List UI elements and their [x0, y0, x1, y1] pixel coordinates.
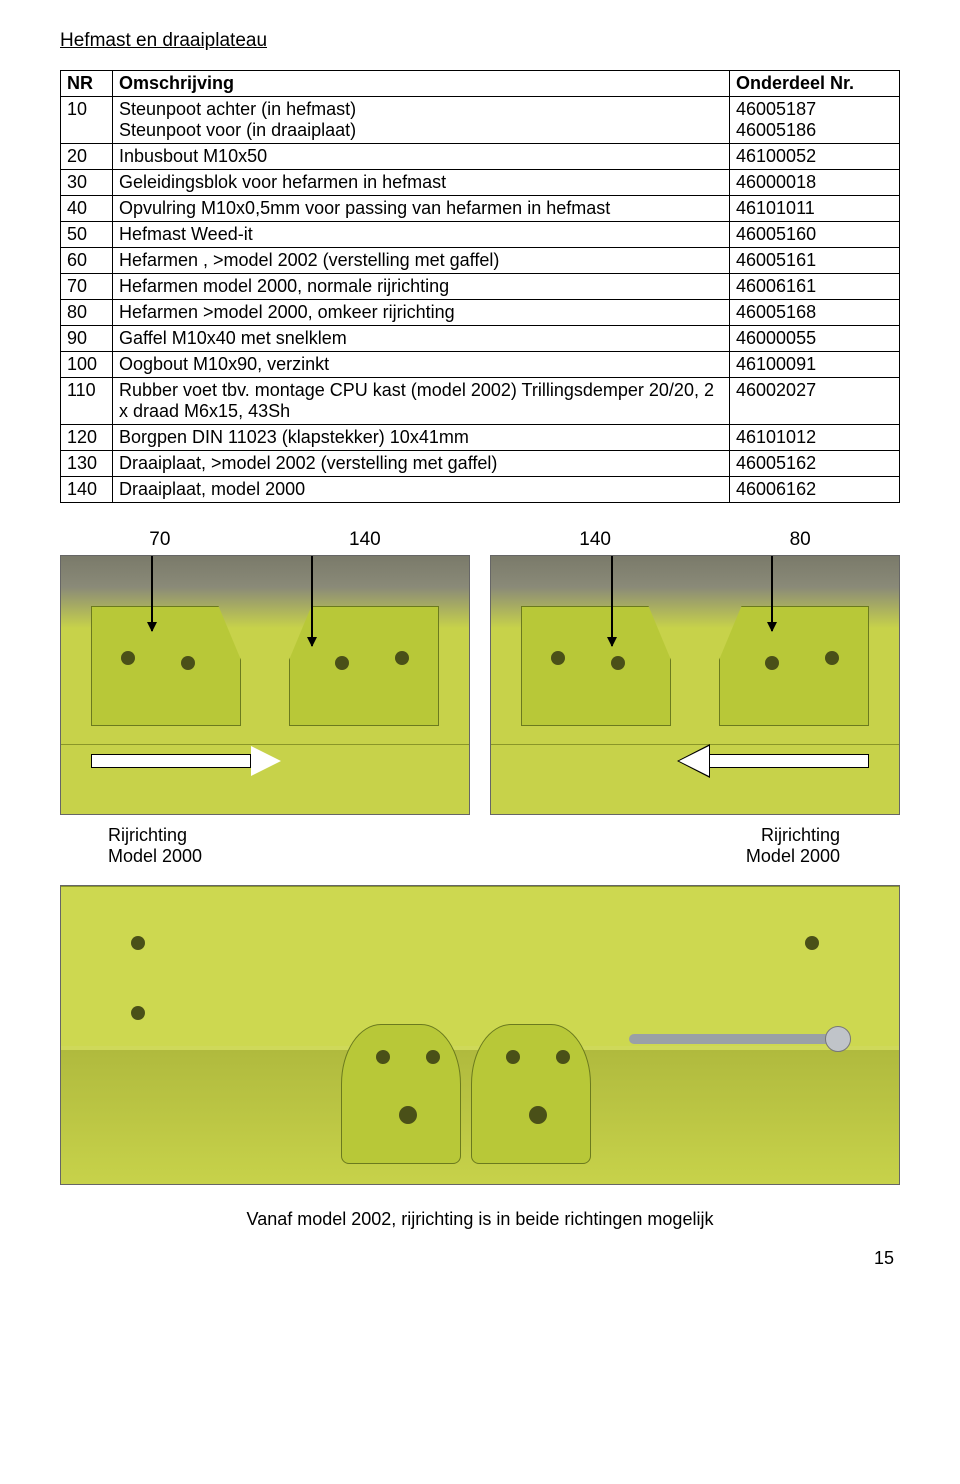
top-photo-row: 70 140 140 80 [60, 529, 900, 815]
cell-desc: Borgpen DIN 11023 (klapstekker) 10x41mm [113, 425, 730, 451]
caption-right: Rijrichting Model 2000 [474, 825, 900, 867]
top-right-photo-wrap: 140 80 [490, 529, 900, 815]
cell-desc: Draaiplaat, >model 2002 (verstelling met… [113, 451, 730, 477]
cell-nr: 70 [61, 274, 113, 300]
top-left-labels: 70 140 [60, 529, 470, 551]
direction-arrow-icon [91, 748, 281, 774]
table-row: 130Draaiplaat, >model 2002 (verstelling … [61, 451, 900, 477]
cell-part: 46000018 [730, 170, 900, 196]
table-row: 90Gaffel M10x40 met snelklem46000055 [61, 326, 900, 352]
caption-text: Model 2000 [108, 846, 474, 867]
cell-part: 46000055 [730, 326, 900, 352]
callout-label: 70 [149, 529, 170, 551]
top-right-labels: 140 80 [490, 529, 900, 551]
cell-nr: 90 [61, 326, 113, 352]
page-number: 15 [60, 1248, 900, 1269]
table-header-row: NR Omschrijving Onderdeel Nr. [61, 71, 900, 97]
cell-nr: 140 [61, 477, 113, 503]
callout-label: 80 [790, 529, 811, 551]
table-row: 60Hefarmen , >model 2002 (verstelling me… [61, 248, 900, 274]
cell-desc: Hefarmen , >model 2002 (verstelling met … [113, 248, 730, 274]
cell-nr: 40 [61, 196, 113, 222]
table-row: 10Steunpoot achter (in hefmast)Steunpoot… [61, 97, 900, 144]
cell-part: 46006161 [730, 274, 900, 300]
cell-nr: 20 [61, 144, 113, 170]
cell-desc: Geleidingsblok voor hefarmen in hefmast [113, 170, 730, 196]
table-row: 30Geleidingsblok voor hefarmen in hefmas… [61, 170, 900, 196]
cell-desc: Hefmast Weed-it [113, 222, 730, 248]
callout-label: 140 [579, 529, 611, 551]
table-row: 70Hefarmen model 2000, normale rijrichti… [61, 274, 900, 300]
caption-text: Model 2000 [474, 846, 840, 867]
cell-part: 46002027 [730, 378, 900, 425]
top-left-photo-wrap: 70 140 [60, 529, 470, 815]
cell-nr: 130 [61, 451, 113, 477]
col-header-desc: Omschrijving [113, 71, 730, 97]
cell-part: 46100052 [730, 144, 900, 170]
table-row: 120Borgpen DIN 11023 (klapstekker) 10x41… [61, 425, 900, 451]
footer-note: Vanaf model 2002, rijrichting is in beid… [60, 1209, 900, 1230]
cell-part: 4600518746005186 [730, 97, 900, 144]
cell-nr: 60 [61, 248, 113, 274]
cell-nr: 10 [61, 97, 113, 144]
table-row: 40Opvulring M10x0,5mm voor passing van h… [61, 196, 900, 222]
cell-nr: 100 [61, 352, 113, 378]
table-row: 110Rubber voet tbv. montage CPU kast (mo… [61, 378, 900, 425]
cell-desc: Steunpoot achter (in hefmast)Steunpoot v… [113, 97, 730, 144]
cell-desc: Rubber voet tbv. montage CPU kast (model… [113, 378, 730, 425]
cell-part: 46101011 [730, 196, 900, 222]
cell-nr: 80 [61, 300, 113, 326]
cell-part: 46100091 [730, 352, 900, 378]
cell-part: 46005168 [730, 300, 900, 326]
section-title: Hefmast en draaiplateau [60, 30, 900, 52]
col-header-nr: NR [61, 71, 113, 97]
direction-arrow-icon [679, 748, 869, 774]
bottom-photo [60, 885, 900, 1185]
table-row: 80Hefarmen >model 2000, omkeer rijrichti… [61, 300, 900, 326]
cell-part: 46005160 [730, 222, 900, 248]
cell-nr: 50 [61, 222, 113, 248]
caption-text: Rijrichting [108, 825, 474, 846]
cell-desc: Draaiplaat, model 2000 [113, 477, 730, 503]
table-row: 50Hefmast Weed-it46005160 [61, 222, 900, 248]
table-row: 20Inbusbout M10x5046100052 [61, 144, 900, 170]
cell-part: 46005162 [730, 451, 900, 477]
parts-table: NR Omschrijving Onderdeel Nr. 10Steunpoo… [60, 70, 900, 503]
table-row: 100Oogbout M10x90, verzinkt46100091 [61, 352, 900, 378]
cell-part: 46005161 [730, 248, 900, 274]
cell-desc: Oogbout M10x90, verzinkt [113, 352, 730, 378]
cell-desc: Hefarmen model 2000, normale rijrichting [113, 274, 730, 300]
cell-nr: 120 [61, 425, 113, 451]
top-right-photo [490, 555, 900, 815]
caption-row: Rijrichting Model 2000 Rijrichting Model… [60, 825, 900, 867]
caption-left: Rijrichting Model 2000 [60, 825, 474, 867]
bottom-photo-wrap [60, 885, 900, 1185]
cell-nr: 110 [61, 378, 113, 425]
cell-part: 46006162 [730, 477, 900, 503]
caption-text: Rijrichting [474, 825, 840, 846]
col-header-part: Onderdeel Nr. [730, 71, 900, 97]
cell-desc: Opvulring M10x0,5mm voor passing van hef… [113, 196, 730, 222]
cell-desc: Gaffel M10x40 met snelklem [113, 326, 730, 352]
cell-desc: Inbusbout M10x50 [113, 144, 730, 170]
callout-label: 140 [349, 529, 381, 551]
top-left-photo [60, 555, 470, 815]
cell-part: 46101012 [730, 425, 900, 451]
cell-desc: Hefarmen >model 2000, omkeer rijrichting [113, 300, 730, 326]
cell-nr: 30 [61, 170, 113, 196]
table-row: 140Draaiplaat, model 200046006162 [61, 477, 900, 503]
